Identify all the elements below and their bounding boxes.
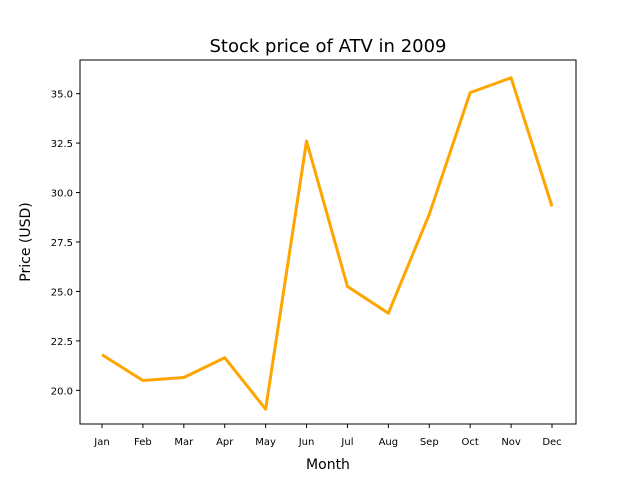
x-axis: Jan Feb Mar Apr May Jun Jul Aug Sep Oct Nov Dec <box>93 424 562 448</box>
chart-title: Stock price of ATV in 2009 <box>209 36 446 57</box>
x-tick-label: Sep <box>420 437 439 448</box>
x-tick-label: Aug <box>379 437 399 448</box>
x-tick-label: May <box>255 437 276 448</box>
plot-area-frame <box>79 59 577 425</box>
y-tick-label: 35.0 <box>51 90 73 101</box>
x-tick-label: Oct <box>462 437 479 448</box>
y-tick-label: 32.5 <box>51 139 73 150</box>
series-line <box>101 76 554 411</box>
x-axis-label: Month <box>306 457 350 473</box>
y-tick-label: 20.0 <box>51 386 73 397</box>
x-tick-label: Mar <box>174 437 194 448</box>
x-tick-label: Nov <box>501 437 521 448</box>
y-axis: 20.0 22.5 25.0 27.5 30.0 32.5 35.0 <box>51 90 80 397</box>
x-tick-label: Jun <box>298 437 315 448</box>
x-tick-label: Jul <box>340 437 353 448</box>
y-tick-label: 27.5 <box>51 238 73 249</box>
series-layer <box>101 76 554 411</box>
y-axis-label: Price (USD) <box>18 202 34 281</box>
x-tick-label: Jan <box>93 437 109 448</box>
x-tick-label: Dec <box>542 437 561 448</box>
y-tick-label: 25.0 <box>51 287 73 298</box>
x-tick-label: Feb <box>134 437 152 448</box>
y-tick-label: 22.5 <box>51 337 73 348</box>
x-tick-label: Apr <box>216 437 234 448</box>
y-tick-label: 30.0 <box>51 189 73 200</box>
